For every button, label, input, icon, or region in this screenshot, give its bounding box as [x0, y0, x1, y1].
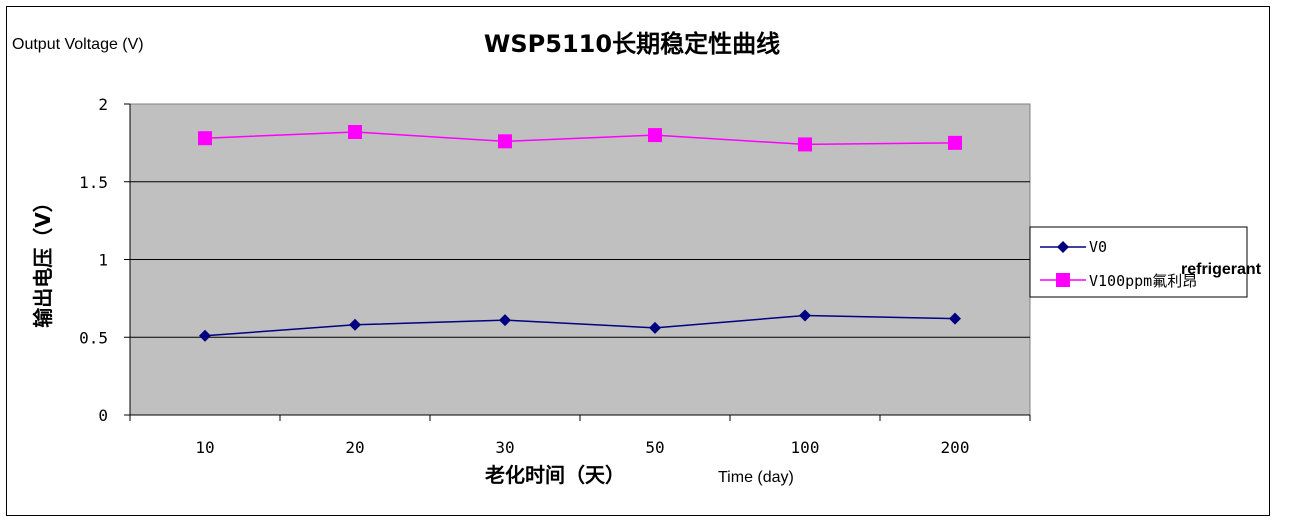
y-tick-label: 0.5	[79, 328, 108, 347]
data-point-square	[798, 137, 812, 151]
x-tick-label: 10	[195, 438, 214, 457]
x-ticks: 10 20 30 50 100 200	[130, 415, 1030, 457]
y-tick-label: 0	[98, 406, 108, 425]
x-tick-label: 100	[791, 438, 820, 457]
chart-title: WSP5110长期稳定性曲线	[484, 30, 780, 58]
y-tick-label: 2	[98, 95, 108, 114]
data-point-square	[648, 128, 662, 142]
x-tick-label: 30	[495, 438, 514, 457]
x-axis-title: 老化时间（天）	[485, 463, 625, 487]
y-ticks: 0 0.5 1 1.5 2	[79, 95, 130, 425]
legend-note: refrigerant	[1181, 261, 1262, 278]
x-tick-label: 200	[941, 438, 970, 457]
data-point-square	[948, 136, 962, 150]
data-point-square	[198, 131, 212, 145]
x-tick-label: 20	[345, 438, 364, 457]
y-tick-label: 1	[98, 251, 108, 270]
data-point-square	[348, 125, 362, 139]
legend-label-v0: V0	[1089, 238, 1107, 256]
y-axis-title: 输出电压（V）	[31, 192, 55, 327]
data-point-square	[498, 134, 512, 148]
legend-marker-v100	[1056, 273, 1070, 287]
y-tick-label: 1.5	[79, 173, 108, 192]
x-tick-label: 50	[645, 438, 664, 457]
x-axis-note: Time (day)	[718, 469, 794, 486]
